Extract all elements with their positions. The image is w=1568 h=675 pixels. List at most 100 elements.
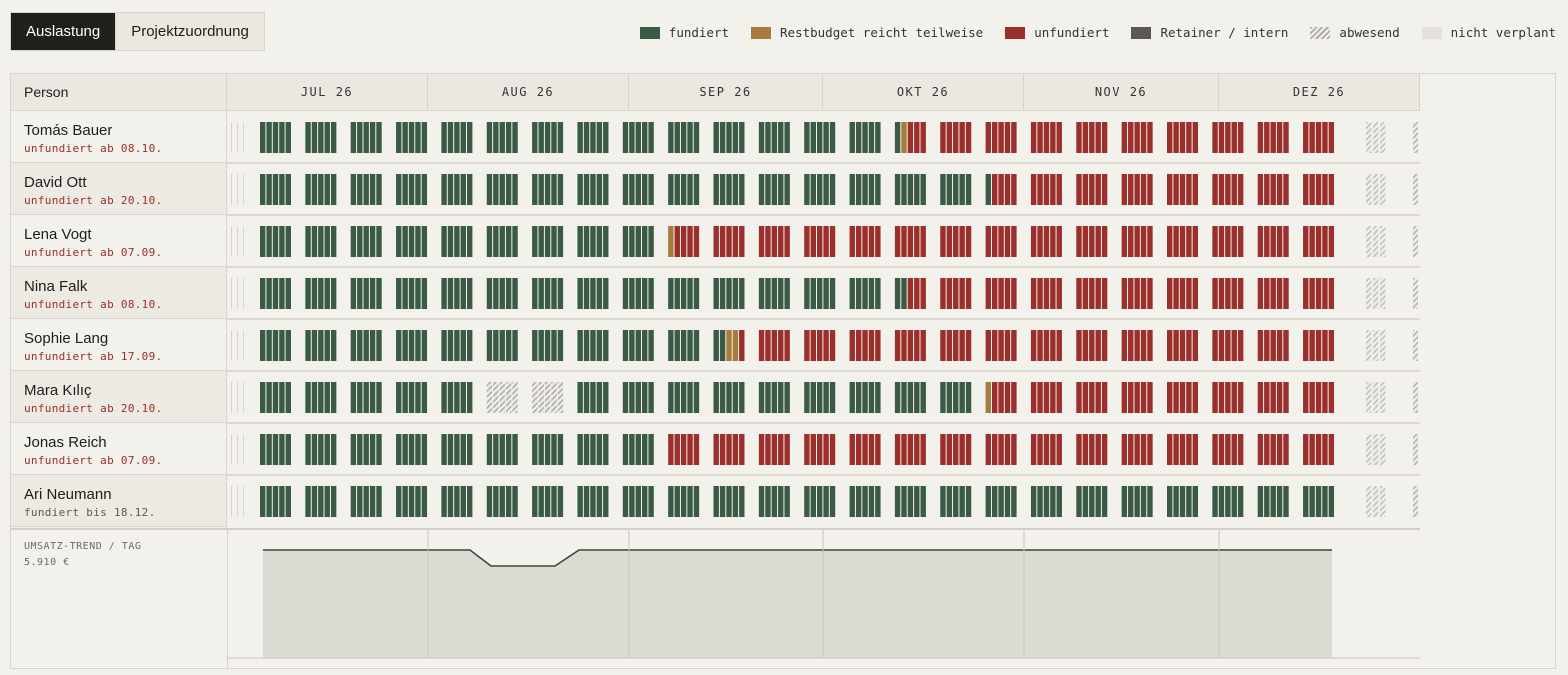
workday-cell — [784, 278, 790, 309]
workday-cell — [1037, 434, 1043, 465]
workday-cell — [668, 122, 674, 153]
workday-cell — [357, 382, 363, 413]
workday-cell — [350, 382, 357, 413]
workday-cell — [357, 486, 363, 517]
workday-cell — [823, 174, 829, 205]
workday-cell — [1004, 174, 1011, 205]
workday-cell — [680, 122, 687, 153]
person-row[interactable]: Ari Neumann fundiert bis 18.12. — [11, 475, 227, 527]
tab-projektzuordnung[interactable]: Projektzuordnung — [115, 13, 264, 50]
workday-cell — [603, 226, 609, 257]
workday-cell — [1309, 174, 1315, 205]
workday-cell — [538, 278, 544, 309]
workday-cell — [648, 330, 654, 361]
workday-cell — [441, 226, 447, 257]
workday-cell — [421, 226, 428, 257]
workday-cell — [311, 434, 318, 465]
workday-cell — [680, 330, 687, 361]
workday-cell — [739, 382, 745, 413]
unplanned-tick — [243, 174, 244, 205]
workday-cell — [817, 434, 823, 465]
workday-cell — [817, 122, 823, 153]
person-row[interactable]: Jonas Reich unfundiert ab 07.09. — [11, 423, 227, 475]
workday-cell — [279, 330, 285, 361]
workday-cell — [817, 278, 823, 309]
workday-cell — [1089, 330, 1095, 361]
workday-cell — [739, 330, 745, 361]
workday-cell — [350, 122, 357, 153]
workday-cell — [687, 382, 693, 413]
workday-cell — [441, 330, 447, 361]
workday-cell — [635, 174, 641, 205]
workday-cell — [1095, 174, 1101, 205]
workday-cell — [1128, 226, 1134, 257]
workday-cell — [693, 486, 700, 517]
workday-cell — [402, 122, 408, 153]
workday-cell — [1179, 330, 1186, 361]
workday-cell — [875, 330, 881, 361]
workday-cell — [357, 434, 363, 465]
workday-cell — [311, 174, 318, 205]
legend-item-fundiert: fundiert — [639, 25, 729, 40]
workday-cell — [726, 382, 732, 413]
unplanned-tick — [243, 434, 244, 465]
workday-cell — [629, 486, 635, 517]
workday-cell — [260, 226, 266, 257]
person-name: David Ott — [24, 174, 87, 191]
workday-cell — [1179, 122, 1186, 153]
tab-auslastung[interactable]: Auslastung — [11, 13, 116, 50]
workday-cell — [505, 434, 512, 465]
workday-cell — [1225, 486, 1231, 517]
workday-cell — [907, 434, 914, 465]
workday-cell — [1140, 122, 1147, 153]
workday-cell — [875, 278, 881, 309]
workday-cell — [713, 486, 719, 517]
workday-cell — [726, 174, 732, 205]
workday-cell — [674, 122, 680, 153]
workday-cell — [855, 434, 862, 465]
workday-cell — [907, 226, 914, 257]
workday-cell — [557, 330, 564, 361]
workday-cell — [1283, 486, 1289, 517]
workday-cell — [376, 434, 382, 465]
workday-cell — [823, 278, 829, 309]
workday-cell — [1186, 330, 1192, 361]
workday-cell — [849, 122, 855, 153]
person-row[interactable]: Tomás Bauer unfundiert ab 08.10. — [11, 111, 227, 163]
workday-cell — [324, 382, 330, 413]
workday-cell — [1276, 382, 1283, 413]
person-column-header: Person — [11, 74, 227, 111]
workday-cell — [1043, 486, 1050, 517]
workday-cell — [596, 226, 603, 257]
workday-cell — [868, 174, 875, 205]
workday-cell — [1315, 434, 1322, 465]
workday-cell — [590, 226, 596, 257]
workday-cell — [441, 486, 447, 517]
workday-cell — [894, 226, 901, 257]
workday-cell — [1089, 122, 1095, 153]
workday-cell — [901, 330, 907, 361]
workday-cell — [396, 226, 402, 257]
workday-cell — [1089, 486, 1095, 517]
workday-cell — [505, 382, 512, 413]
workday-cell — [1134, 122, 1140, 153]
person-row[interactable]: Mara Kılıç unfundiert ab 20.10. — [11, 371, 227, 423]
workday-cell — [985, 174, 991, 205]
workday-cell — [421, 330, 428, 361]
workday-cell — [901, 226, 907, 257]
person-row[interactable]: Nina Falk unfundiert ab 08.10. — [11, 267, 227, 319]
workday-cell — [862, 122, 868, 153]
person-row[interactable]: David Ott unfundiert ab 20.10. — [11, 163, 227, 215]
workday-cell — [1121, 330, 1128, 361]
workday-cell — [311, 278, 318, 309]
workday-cell — [486, 278, 493, 309]
person-row[interactable]: Lena Vogt unfundiert ab 07.09. — [11, 215, 227, 267]
person-row[interactable]: Sophie Lang unfundiert ab 17.09. — [11, 319, 227, 371]
workday-cell — [357, 174, 363, 205]
workday-cell — [1303, 382, 1309, 413]
workday-cell — [668, 434, 674, 465]
workday-cell — [324, 122, 330, 153]
workday-cell — [680, 434, 687, 465]
workday-cell — [829, 486, 836, 517]
workday-cell — [363, 278, 369, 309]
